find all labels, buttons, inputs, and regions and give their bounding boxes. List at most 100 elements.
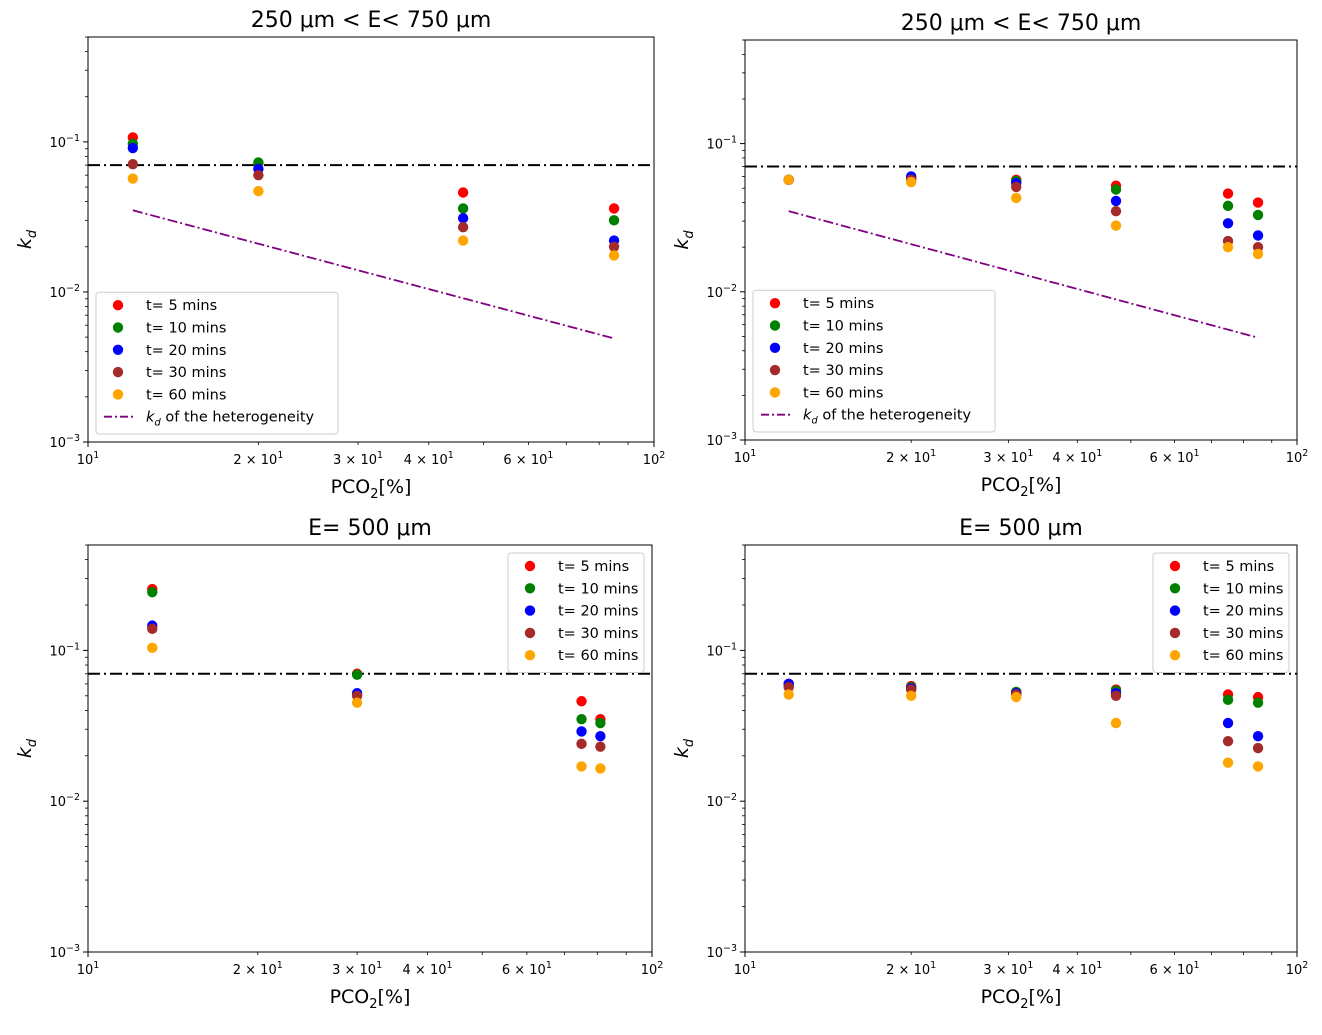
chart-1-x-tick-label: 6 × 101 [503,450,553,468]
chart-2-plot-frame [744,39,1298,441]
chart-4-x-axis-label: PCO2[%] [981,986,1062,1012]
chart-3-legend-marker [524,650,536,661]
chart-1-series-4-point [253,169,264,181]
chart-3-x-tick-label: 102 [641,960,664,978]
chart-1-series-3-point [127,142,139,154]
chart-2-series-3-point [1110,195,1122,207]
chart-3-legend-label: t= 5 mins [558,559,629,575]
chart-4-series-2-point [1222,694,1234,706]
chart-2-series-5-point [1011,192,1022,204]
chart-2-legend-label: t= 10 mins [803,319,883,335]
chart-3-legend-label: t= 30 mins [558,626,638,642]
chart-2-series-2-point [1110,184,1122,195]
chart-1-series-4-point [457,222,469,233]
chart-1-x-tick-label: 2 × 101 [233,450,283,468]
chart-2-legend-label: t= 5 mins [803,296,874,312]
chart-2-x-tick-label: 2 × 101 [886,448,936,466]
chart-1-legend-marker [112,344,124,355]
chart-3-series-5-point [595,763,606,774]
chart-3: E= 500 μm 101 2 × 101 3 × 101 4 × 101 6 × 101… [14,516,663,1012]
chart-2-series-5-point [783,174,794,185]
chart-1-x-tick-label: 102 [643,450,666,468]
chart-2-x-tick-label: 3 × 101 [983,448,1033,466]
chart-2-y-tick-label: 10−3 [706,431,737,449]
chart-1-legend-label: t= 30 mins [146,365,226,381]
chart-1-legend-marker [112,300,124,311]
chart-4-legend-marker [1169,627,1181,639]
chart-2-y-axis-label: kd [671,230,697,250]
chart-1-plot-frame [87,36,655,443]
chart-3-series-5-point [351,697,363,708]
chart-3-legend-label: t= 60 mins [558,648,638,664]
chart-4-y-tick-label: 10−2 [706,792,737,810]
chart-3-series-3-point [576,726,587,737]
chart-4-y-tick-label: 10−1 [706,641,737,659]
chart-2-legend-marker [769,364,781,376]
chart-3-legend [507,552,645,673]
chart-1-series-4-point [608,241,620,252]
chart-2-legend-marker [769,320,781,331]
chart-3-legend-marker [524,560,536,572]
chart-4: E= 500 μm 101 2 × 101 3 × 101 4 × 101 6 × 101… [671,516,1308,1012]
chart-2-series-3-point [1252,230,1264,241]
chart-3-series-2-point [147,587,158,598]
chart-1-x-axis-label: PCO2[%] [331,476,412,502]
chart-2-x-tick-label: 6 × 101 [1150,448,1200,466]
chart-3-x-axis-label: PCO2[%] [330,986,411,1012]
chart-4-series-3-point [1222,717,1234,729]
chart-2-y-tick-label: 10−1 [706,135,737,153]
chart-4-series-5-point [1252,761,1264,772]
chart-3-series-1-point [576,696,587,707]
chart-4-series-2-point [1252,697,1264,708]
chart-4-x-tick-label: 101 [734,960,757,978]
chart-4-legend-label: t= 10 mins [1203,581,1283,597]
chart-2-title: 250 μm < E< 750 μm [901,11,1142,36]
chart-1-y-tick-label: 10−3 [49,433,80,451]
chart-2-series-4-point [1110,205,1122,217]
chart-3-legend-label: t= 10 mins [558,581,638,597]
chart-1-series-5-point [127,173,139,184]
chart-3-title: E= 500 μm [308,516,432,541]
chart-4-legend-marker [1169,583,1181,594]
chart-1-x-tick-label: 4 × 101 [404,450,454,468]
chart-3-x-tick-label: 6 × 101 [502,960,552,978]
chart-2-series-1-point [1252,197,1264,208]
chart-4-x-tick-label: 2 × 101 [886,960,936,978]
chart-4-series-4-point [783,682,794,693]
chart-2-x-tick-label: 102 [1286,448,1309,466]
chart-1-title: 250 μm < E< 750 μm [251,8,492,33]
chart-4-x-tick-label: 102 [1286,960,1309,978]
chart-2-series-2-point [1252,209,1264,221]
chart-3-x-tick-label: 2 × 101 [233,960,283,978]
chart-1-legend-label: t= 10 mins [146,321,226,337]
chart-4-x-tick-label: 3 × 101 [983,960,1033,978]
chart-2-series-4-point [1011,181,1022,193]
chart-1-legend-label: t= 60 mins [146,387,226,403]
chart-2-series-5-point [1222,241,1234,253]
chart-4-x-tick-label: 4 × 101 [1052,960,1102,978]
chart-4-series-5-point [1011,691,1022,703]
chart-2-series-5-point [1252,248,1264,260]
chart-3-series-2-point [576,713,587,725]
chart-1-x-tick-label: 101 [77,450,100,468]
chart-2-series-5-point [1110,220,1122,231]
chart-3-plot-frame [87,544,653,953]
chart-3-y-tick-label: 10−2 [49,792,80,810]
chart-1-series-5-point [457,235,469,246]
chart-1-series-1-point [457,187,469,198]
chart-1-series-2-point [608,215,620,226]
chart-1-legend-marker [112,389,124,400]
chart-2-x-tick-label: 101 [734,448,757,466]
chart-4-legend-label: t= 60 mins [1203,648,1283,664]
chart-3-series-5-point [147,642,158,654]
chart-1: 250 μm < E< 750 μm 101 2 × 101 3 × 101 4 × 1… [14,8,665,502]
chart-3-y-tick-label: 10−1 [49,641,80,659]
chart-1-legend [95,291,339,435]
chart-1-series-3-point [457,213,469,224]
chart-2-series-5-point [905,176,917,188]
chart-4-y-axis-label: kd [671,738,697,758]
chart-3-x-tick-label: 4 × 101 [403,960,453,978]
chart-1-series-2-point [457,203,469,214]
chart-1-legend-label: kd of the heterogeneity [146,410,315,429]
chart-4-series-4-point [1222,735,1234,747]
